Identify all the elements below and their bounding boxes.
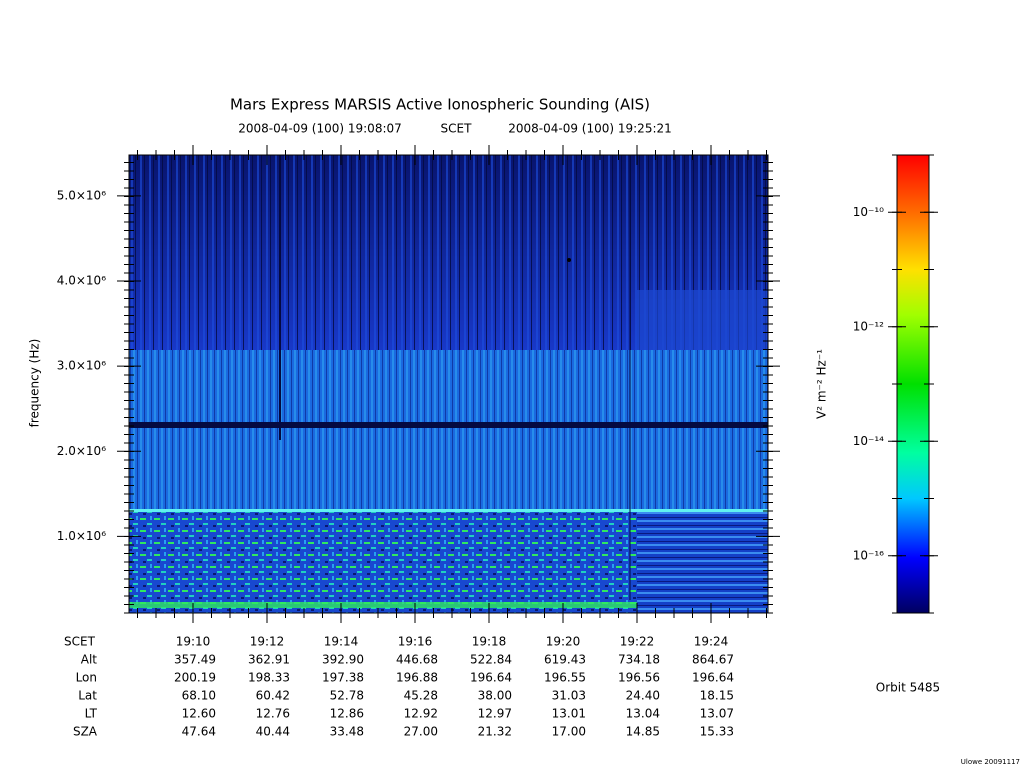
ephemeris-value: 38.00 <box>478 689 512 703</box>
colorbar-tick-label: 10⁻¹⁶ <box>853 548 884 562</box>
ephemeris-value: 12.92 <box>404 707 438 721</box>
ephemeris-value: 13.07 <box>700 707 734 721</box>
spectrogram <box>129 155 768 613</box>
ephemeris-value: 196.55 <box>544 671 586 685</box>
time-system: SCET <box>441 122 473 136</box>
x-tick-label: 19:12 <box>250 635 285 649</box>
ephemeris-value: 522.84 <box>470 653 512 667</box>
x-tick-label: 19:10 <box>176 635 211 649</box>
ephemeris-value: 21.32 <box>478 725 512 739</box>
ephemeris-value: 18.15 <box>700 689 734 703</box>
ephemeris-row-label: Alt <box>81 653 98 667</box>
ephemeris-value: 14.85 <box>626 725 660 739</box>
footer-credit: Ulowe 20091117 <box>961 758 1020 766</box>
ephemeris-value: 15.33 <box>700 725 734 739</box>
ephemeris-value: 13.04 <box>626 707 660 721</box>
ephemeris-row-label: Lat <box>78 689 97 703</box>
ephemeris-value: 68.10 <box>182 689 216 703</box>
ephemeris-value: 12.97 <box>478 707 512 721</box>
ephemeris-value: 392.90 <box>322 653 364 667</box>
ephemeris-value: 196.64 <box>470 671 512 685</box>
ephemeris-row-label: Lon <box>76 671 97 685</box>
colorbar-tick-label: 10⁻¹² <box>853 319 884 333</box>
y-tick-label: 5.0×10⁶ <box>57 188 106 202</box>
colorbar-label: V² m⁻² Hz⁻¹ <box>815 349 829 419</box>
x-tick-label: 19:24 <box>694 635 729 649</box>
ephemeris-value: 362.91 <box>248 653 290 667</box>
ephemeris-value: 864.67 <box>692 653 734 667</box>
ephemeris-value: 12.60 <box>182 707 216 721</box>
ephemeris-value: 196.88 <box>396 671 438 685</box>
ephemeris-row-label: SCET <box>64 635 96 649</box>
colorbar-tick-label: 10⁻¹⁰ <box>853 205 884 219</box>
y-tick-label: 1.0×10⁶ <box>57 529 106 543</box>
ephemeris-value: 12.86 <box>330 707 364 721</box>
ephemeris-value: 357.49 <box>174 653 216 667</box>
ephemeris-value: 198.33 <box>248 671 290 685</box>
ephemeris-value: 17.00 <box>552 725 586 739</box>
colorbar-tick-label: 10⁻¹⁴ <box>853 434 884 448</box>
ephemeris-value: 12.76 <box>256 707 290 721</box>
ephemeris-value: 47.64 <box>182 725 216 739</box>
ephemeris-value: 200.19 <box>174 671 216 685</box>
colorbar <box>896 154 930 614</box>
ephemeris-value: 13.01 <box>552 707 586 721</box>
ephemeris-value: 31.03 <box>552 689 586 703</box>
x-tick-label: 19:16 <box>398 635 433 649</box>
ephemeris-value: 619.43 <box>544 653 586 667</box>
ephemeris-value: 60.42 <box>256 689 290 703</box>
y-tick-label: 3.0×10⁶ <box>57 359 106 373</box>
time-end: 2008-04-09 (100) 19:25:21 <box>508 122 672 136</box>
x-tick-label: 19:18 <box>472 635 507 649</box>
ephemeris-value: 446.68 <box>396 653 438 667</box>
ephemeris-value: 196.56 <box>618 671 660 685</box>
x-tick-label: 19:14 <box>324 635 359 649</box>
ephemeris-value: 197.38 <box>322 671 364 685</box>
x-tick-label: 19:20 <box>546 635 581 649</box>
time-start: 2008-04-09 (100) 19:08:07 <box>238 122 402 136</box>
ephemeris-value: 24.40 <box>626 689 660 703</box>
y-tick-label: 2.0×10⁶ <box>57 444 106 458</box>
ephemeris-row-label: LT <box>85 707 98 721</box>
ephemeris-row-label: SZA <box>73 725 98 739</box>
chart-title: Mars Express MARSIS Active Ionospheric S… <box>230 96 650 114</box>
ephemeris-value: 734.18 <box>618 653 660 667</box>
x-tick-label: 19:22 <box>620 635 655 649</box>
ephemeris-value: 27.00 <box>404 725 438 739</box>
ephemeris-value: 33.48 <box>330 725 364 739</box>
orbit-label: Orbit 5485 <box>876 681 940 695</box>
y-axis-label: frequency (Hz) <box>28 339 42 428</box>
ephemeris-value: 40.44 <box>256 725 290 739</box>
ephemeris-value: 196.64 <box>692 671 734 685</box>
ephemeris-value: 52.78 <box>330 689 364 703</box>
y-tick-label: 4.0×10⁶ <box>57 273 106 287</box>
ephemeris-value: 45.28 <box>404 689 438 703</box>
